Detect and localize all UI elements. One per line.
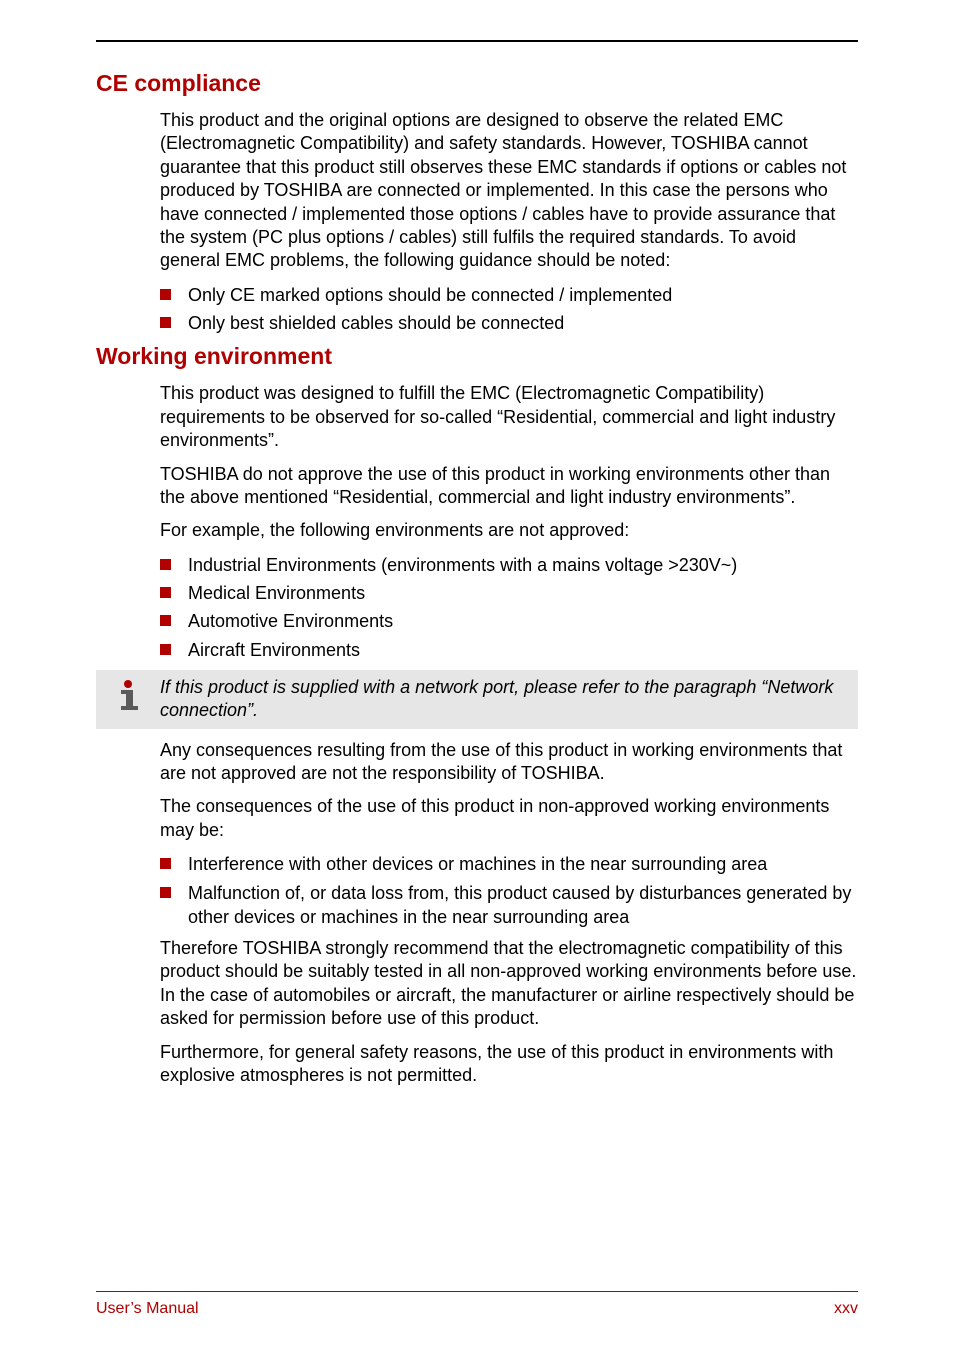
list-item: Only best shielded cables should be conn… bbox=[160, 311, 858, 335]
working-paragraph-5: The consequences of the use of this prod… bbox=[160, 795, 858, 842]
info-icon bbox=[96, 676, 160, 716]
list-item: Malfunction of, or data loss from, this … bbox=[160, 881, 858, 930]
list-item: Interference with other devices or machi… bbox=[160, 852, 858, 876]
working-paragraph-3: For example, the following environments … bbox=[160, 519, 858, 542]
top-rule bbox=[96, 40, 858, 42]
working-bullet-list-1: Industrial Environments (environments wi… bbox=[160, 553, 858, 662]
working-paragraph-4: Any consequences resulting from the use … bbox=[160, 739, 858, 786]
ce-bullet-list: Only CE marked options should be connect… bbox=[160, 283, 858, 336]
footer-left: User’s Manual bbox=[96, 1300, 199, 1318]
footer-right: xxv bbox=[834, 1300, 858, 1318]
heading-ce-compliance: CE compliance bbox=[96, 70, 858, 97]
list-item: Only CE marked options should be connect… bbox=[160, 283, 858, 307]
list-item: Automotive Environments bbox=[160, 609, 858, 633]
ce-paragraph-1: This product and the original options ar… bbox=[160, 109, 858, 273]
list-item: Industrial Environments (environments wi… bbox=[160, 553, 858, 577]
heading-working-environment: Working environment bbox=[96, 343, 858, 370]
page-footer: User’s Manual xxv bbox=[96, 1291, 858, 1318]
list-item: Aircraft Environments bbox=[160, 638, 858, 662]
list-item: Medical Environments bbox=[160, 581, 858, 605]
page-container: CE compliance This product and the origi… bbox=[0, 0, 954, 1352]
working-paragraph-1: This product was designed to fulfill the… bbox=[160, 382, 858, 452]
working-bullet-list-2: Interference with other devices or machi… bbox=[160, 852, 858, 929]
working-paragraph-2: TOSHIBA do not approve the use of this p… bbox=[160, 463, 858, 510]
info-note-box: If this product is supplied with a netwo… bbox=[96, 670, 858, 729]
working-paragraph-6: Therefore TOSHIBA strongly recommend tha… bbox=[160, 937, 858, 1031]
working-paragraph-7: Furthermore, for general safety reasons,… bbox=[160, 1041, 858, 1088]
info-note-text: If this product is supplied with a netwo… bbox=[160, 676, 848, 723]
